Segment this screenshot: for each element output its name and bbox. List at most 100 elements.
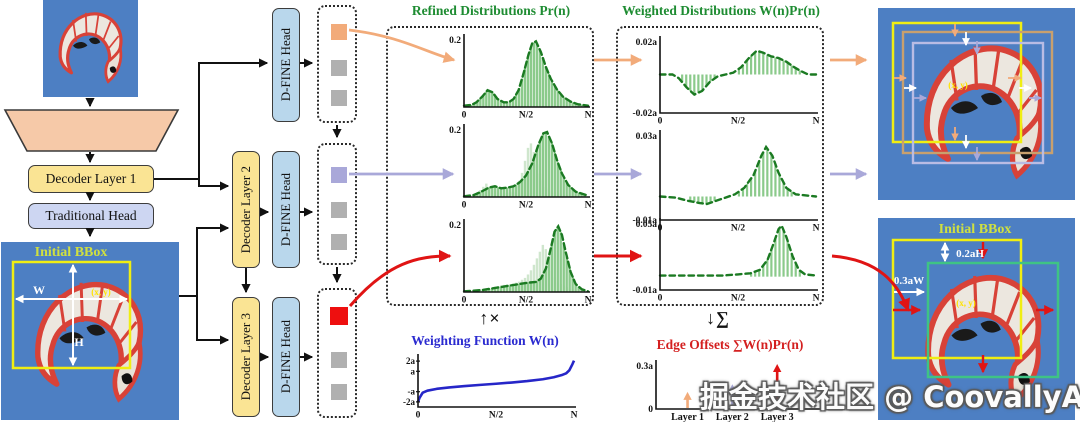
query-square-purple [331,167,347,183]
svg-text:N: N [585,111,592,121]
svg-text:0.03a: 0.03a [636,132,658,142]
sky-background [878,218,1075,420]
svg-text:0.3a: 0.3a [636,362,653,372]
svg-text:0: 0 [416,411,421,421]
refined-hist-layer2: 0.2 0 N/2 N [438,120,594,211]
svg-text:-a: -a [408,387,416,397]
center-xy-label: (x, y) [956,298,976,308]
svg-text:0: 0 [658,117,663,127]
svg-text:N: N [813,294,820,304]
query-square-gray [331,90,347,106]
multiply-operator: ↑× [479,308,501,328]
dfine-head-3-node: D-FINE Head [272,297,300,417]
weighting-function-plot: 2a a -a -2a 0 N/2 N [388,350,580,421]
sum-operator: ↓∑ [706,308,730,328]
svg-text:N: N [813,224,820,234]
refined-distributions-title: Refined Distributions Pr(n) [411,3,571,18]
svg-text:0: 0 [648,405,653,415]
svg-text:N/2: N/2 [519,201,534,211]
decoder-layer-1-node: Decoder Layer 1 [28,165,154,193]
query-square-orange [331,24,347,40]
refined-hist-layer1: 0.2 0 N/2 N [438,30,594,121]
svg-text:N/2: N/2 [731,224,746,234]
initial-bbox-image: Initial BBox W H (x, y) [1,242,179,420]
initial-bbox-label: Initial BBox [939,222,1012,237]
svg-text:0: 0 [462,201,467,211]
svg-text:0: 0 [462,296,467,306]
query-square-gray [331,60,347,76]
svg-text:Layer 2: Layer 2 [716,412,749,422]
svg-text:0.2: 0.2 [449,126,461,136]
refined-panel [386,26,594,306]
offset-h-label: 0.2aH [956,248,984,260]
svg-text:2a: 2a [406,356,416,366]
width-label: W [33,283,45,297]
center-xy-label: (x, y) [948,80,968,90]
svg-text:N/2: N/2 [519,296,534,306]
svg-text:-2a: -2a [403,397,415,407]
sky-background [878,8,1075,200]
weighted-plot-layer3: 0.05a -0.01a 0 N/2 N [628,214,822,304]
refined-hist-layer1-svg: 0.2 0 N/2 N [449,34,592,121]
query-box-layer2 [317,143,357,265]
bbox-refined-rect [926,261,1060,379]
query-square-gray [331,352,347,368]
svg-text:-0.02a: -0.02a [632,109,657,119]
svg-text:N/2: N/2 [519,111,534,121]
offset-arrows [894,24,1042,161]
weighted-plot-layer1: 0.02a -0.02a 0 N/2 N [628,32,822,127]
dfine-head-1-node: D-FINE Head [272,8,300,122]
svg-text:N/2: N/2 [731,294,746,304]
svg-text:Layer 3: Layer 3 [761,412,794,422]
refined-hist-layer2-svg: 0.2 0 N/2 N [449,124,592,211]
svg-text:0.2: 0.2 [449,36,461,46]
input-image [43,0,138,97]
svg-text:N: N [813,117,820,127]
decoder-layer-1-label: Decoder Layer 1 [45,171,137,186]
svg-text:-0.01a: -0.01a [632,286,657,296]
weighting-function-plot-svg: 2aa -a-2a0 N/2 N [403,354,578,421]
query-square-gray [331,234,347,250]
backbone-encoder-label: Backbone & Encoder [29,122,154,138]
svg-text:N: N [585,201,592,211]
svg-text:N/2: N/2 [731,117,746,127]
svg-text:Layer 1: Layer 1 [671,412,704,422]
edge-offsets-chart-svg: 0.3a 0 Layer 1 Layer 2 Layer 3 [636,360,824,423]
refined-bbox-image-top: (x, y) [878,8,1075,200]
svg-text:0.05a: 0.05a [636,220,658,230]
bbox-initial-rect [891,21,1023,144]
query-box-layer1 [317,5,357,123]
svg-text:0.02a: 0.02a [636,38,658,48]
svg-text:0: 0 [658,294,663,304]
query-square-gray [331,384,347,400]
offset-w-label: 0.3aW [894,275,924,287]
height-label: H [74,335,84,349]
decoder-layer-3-node: Decoder Layer 3 [232,297,260,417]
dfine-head-1-label: D-FINE Head [278,28,293,102]
refined-hist-layer3-svg: 0.2 0 N/2 N [449,219,592,306]
traditional-head-node: Traditional Head [28,203,154,229]
edge-offsets-title: Edge Offsets ∑W(n)Pr(n) [656,337,804,352]
initial-bbox-rect [11,260,132,370]
weighted-panel [616,26,824,306]
initial-bbox-label: Initial BBox [35,245,108,260]
watermark-text: 掘金技术社区 @ CoovallyAIHub [700,380,1080,414]
query-square-red [330,307,348,325]
center-xy-label: (x, y) [91,287,111,297]
svg-text:0: 0 [462,111,467,121]
traditional-head-label: Traditional Head [45,208,137,223]
bbox-layer2-rect [911,41,1045,165]
svg-text:N: N [585,296,592,306]
dfine-head-2-label: D-FINE Head [278,172,293,247]
weighting-function-title: Weighting Function W(n) [411,333,559,348]
dfine-head-3-label: D-FINE Head [278,320,293,394]
backbone-encoder-node: Backbone & Encoder [5,110,178,151]
svg-text:a: a [411,366,416,376]
decoder-layer-3-label: Decoder Layer 3 [238,313,253,401]
decoder-layer-2-node: Decoder Layer 2 [232,151,260,268]
svg-text:N: N [571,411,578,421]
refined-hist-layer3: 0.2 0 N/2 N [438,215,594,306]
